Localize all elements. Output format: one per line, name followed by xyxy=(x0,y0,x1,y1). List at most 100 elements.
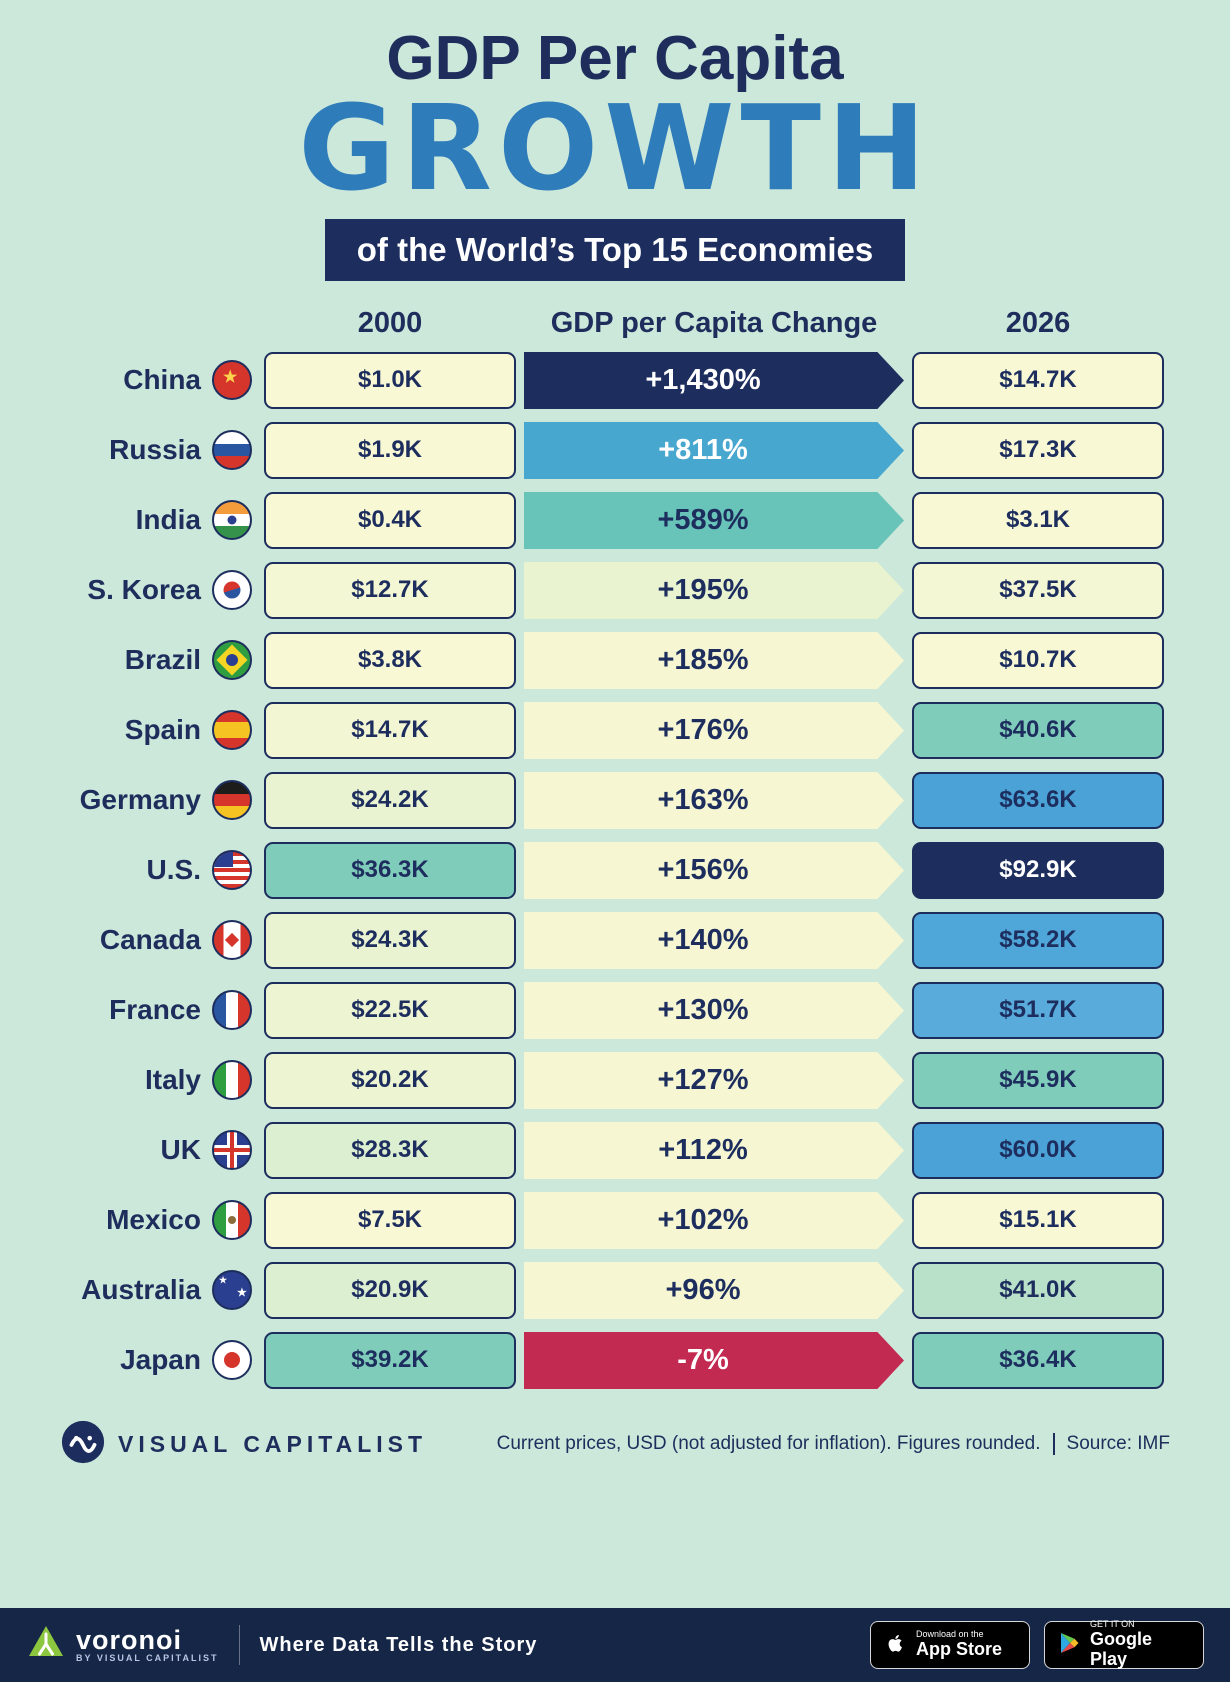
table-row: UK $28.3K +112% $60.0K xyxy=(66,1121,1164,1179)
gdp-2000-box: $0.4K xyxy=(264,491,516,549)
us-flag-icon xyxy=(212,850,252,891)
footnote-text: Current prices, USD (not adjusted for in… xyxy=(496,1433,1041,1455)
change-arrow: +127% xyxy=(524,1051,904,1109)
country-label: UK xyxy=(160,1134,201,1166)
app-store-text: Download on the App Store xyxy=(916,1629,1003,1660)
app-store-line1: Download on the xyxy=(916,1629,984,1640)
change-arrow: +1,430% xyxy=(524,351,904,409)
change-arrow: -7% xyxy=(524,1331,904,1389)
gdp-2000-box: $1.9K xyxy=(264,421,516,479)
country-cell: Italy xyxy=(66,1060,256,1101)
google-play-line2: Google Play xyxy=(1090,1629,1152,1669)
country-cell: Australia xyxy=(66,1270,256,1311)
country-cell: Mexico xyxy=(66,1200,256,1241)
voronoi-wordmark-group: voronoi BY VISUAL CAPITALIST xyxy=(76,1626,219,1664)
change-arrow: +112% xyxy=(524,1121,904,1179)
gdp-2000-box: $22.5K xyxy=(264,981,516,1039)
footnote-divider xyxy=(1052,1433,1055,1456)
change-arrow: +163% xyxy=(524,771,904,829)
gdp-2000-box: $7.5K xyxy=(264,1191,516,1249)
country-label: Japan xyxy=(120,1344,201,1376)
gdp-2000-box: $14.7K xyxy=(264,701,516,759)
gdp-2026-box: $92.9K xyxy=(912,841,1164,899)
table-row: U.S. $36.3K +156% $92.9K xyxy=(66,841,1164,899)
title-growth: GROWTH xyxy=(298,78,932,217)
google-play-text: GET IT ON Google Play xyxy=(1090,1619,1191,1669)
country-label: Italy xyxy=(144,1064,201,1096)
country-label: India xyxy=(135,504,201,536)
voronoi-wordmark: voronoi xyxy=(76,1625,182,1656)
change-arrow: +96% xyxy=(524,1261,904,1319)
country-label: Australia xyxy=(81,1274,201,1306)
google-play-icon xyxy=(1057,1631,1081,1660)
change-arrow: +195% xyxy=(524,561,904,619)
table-row: Australia $20.9K +96% $41.0K xyxy=(66,1261,1164,1319)
country-cell: Russia xyxy=(66,430,256,471)
page-title: GDP Per Capita xyxy=(386,24,844,93)
gdp-2000-box: $3.8K xyxy=(264,631,516,689)
voronoi-subtitle: BY VISUAL CAPITALIST xyxy=(76,1653,219,1664)
country-label: Canada xyxy=(99,924,201,956)
gdp-2026-box: $37.5K xyxy=(912,561,1164,619)
footnote: Current prices, USD (not adjusted for in… xyxy=(496,1433,1170,1456)
gdp-2026-box: $40.6K xyxy=(912,701,1164,759)
google-play-line1: GET IT ON xyxy=(1090,1619,1135,1630)
voronoi-logo-icon xyxy=(26,1623,66,1668)
table-row: Italy $20.2K +127% $45.9K xyxy=(66,1051,1164,1109)
germany-flag-icon xyxy=(212,780,252,821)
south-korea-flag-icon xyxy=(212,570,252,611)
voronoi-brand: voronoi BY VISUAL CAPITALIST xyxy=(26,1623,219,1668)
gdp-2026-box: $10.7K xyxy=(912,631,1164,689)
gdp-2026-box: $60.0K xyxy=(912,1121,1164,1179)
india-flag-icon xyxy=(212,500,252,541)
country-label: China xyxy=(123,364,201,396)
change-arrow: +156% xyxy=(524,841,904,899)
google-play-badge[interactable]: GET IT ON Google Play xyxy=(1044,1619,1204,1669)
country-label: S. Korea xyxy=(87,574,201,606)
table-row: S. Korea $12.7K +195% $37.5K xyxy=(66,561,1164,619)
china-flag-icon xyxy=(212,360,252,401)
table-row: France $22.5K +130% $51.7K xyxy=(66,981,1164,1039)
gdp-2026-box: $58.2K xyxy=(912,911,1164,969)
country-cell: China xyxy=(66,360,256,401)
bottom-bar: voronoi BY VISUAL CAPITALIST Where Data … xyxy=(0,1608,1230,1682)
country-label: Germany xyxy=(79,784,201,816)
country-cell: Japan xyxy=(66,1340,256,1381)
gdp-2026-box: $63.6K xyxy=(912,771,1164,829)
change-arrow: +102% xyxy=(524,1191,904,1249)
gdp-2000-box: $12.7K xyxy=(264,561,516,619)
source-text: Source: IMF xyxy=(1066,1433,1170,1455)
table-row: Russia $1.9K +811% $17.3K xyxy=(66,421,1164,479)
visual-capitalist-wordmark: VISUAL CAPITALIST xyxy=(118,1430,428,1457)
gdp-2026-box: $14.7K xyxy=(912,351,1164,409)
visual-capitalist-brand: VISUAL CAPITALIST xyxy=(60,1419,427,1470)
country-cell: UK xyxy=(66,1130,256,1171)
table-row: Japan $39.2K -7% $36.4K xyxy=(66,1331,1164,1389)
change-arrow: +811% xyxy=(524,421,904,479)
country-label: Brazil xyxy=(124,644,201,676)
australia-flag-icon xyxy=(212,1270,252,1311)
change-arrow: +185% xyxy=(524,631,904,689)
visual-capitalist-logo-icon xyxy=(60,1419,106,1470)
gdp-2026-box: $17.3K xyxy=(912,421,1164,479)
brazil-flag-icon xyxy=(212,640,252,681)
country-cell: Spain xyxy=(66,710,256,751)
italy-flag-icon xyxy=(212,1060,252,1101)
app-store-badge[interactable]: Download on the App Store xyxy=(870,1621,1030,1669)
gdp-2000-box: $24.3K xyxy=(264,911,516,969)
apple-icon xyxy=(883,1631,907,1660)
country-cell: Canada xyxy=(66,920,256,961)
country-cell: India xyxy=(66,500,256,541)
country-label: Mexico xyxy=(106,1204,201,1236)
change-arrow: +140% xyxy=(524,911,904,969)
uk-flag-icon xyxy=(212,1130,252,1171)
change-arrow: +589% xyxy=(524,491,904,549)
mexico-flag-icon xyxy=(212,1200,252,1241)
change-arrow: +176% xyxy=(524,701,904,759)
country-cell: S. Korea xyxy=(66,570,256,611)
table-row: Mexico $7.5K +102% $15.1K xyxy=(66,1191,1164,1249)
footer: VISUAL CAPITALIST Current prices, USD (n… xyxy=(60,1419,1170,1470)
table-row: Spain $14.7K +176% $40.6K xyxy=(66,701,1164,759)
app-store-line2: App Store xyxy=(916,1639,1003,1660)
japan-flag-icon xyxy=(212,1340,252,1381)
